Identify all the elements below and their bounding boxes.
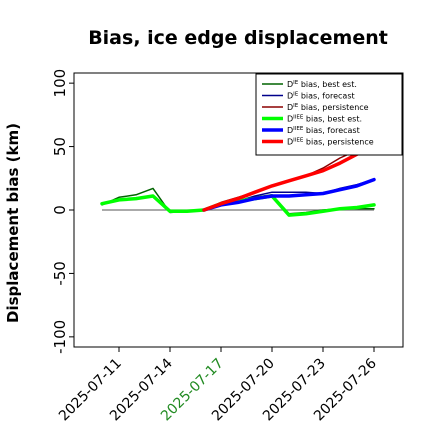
chart-title: Bias, ice edge displacement — [88, 27, 388, 49]
y-tick-label: 50 — [51, 137, 69, 156]
y-axis-label: Displacement bias (km) — [4, 123, 22, 323]
legend-label: DIE bias, forecast — [287, 92, 355, 101]
y-tick-label: -100 — [51, 320, 69, 354]
legend: DIE bias, best est. DIE bias, forecast DIE… — [255, 73, 403, 156]
legend-label: DIIEE bias, forecast — [287, 126, 360, 135]
legend-label: DIIEE bias, best est. — [287, 115, 362, 124]
legend-label: DIE bias, best est. — [287, 80, 357, 89]
y-tick-label: -50 — [51, 261, 69, 286]
legend-label: DIIEE bias, persistence — [287, 138, 374, 147]
series-line-5 — [202, 177, 376, 212]
y-tick-label: 0 — [51, 205, 69, 215]
y-tick-label: 100 — [51, 69, 69, 98]
series-line-6 — [202, 144, 376, 212]
legend-label: DIE bias, persistence — [287, 103, 369, 112]
